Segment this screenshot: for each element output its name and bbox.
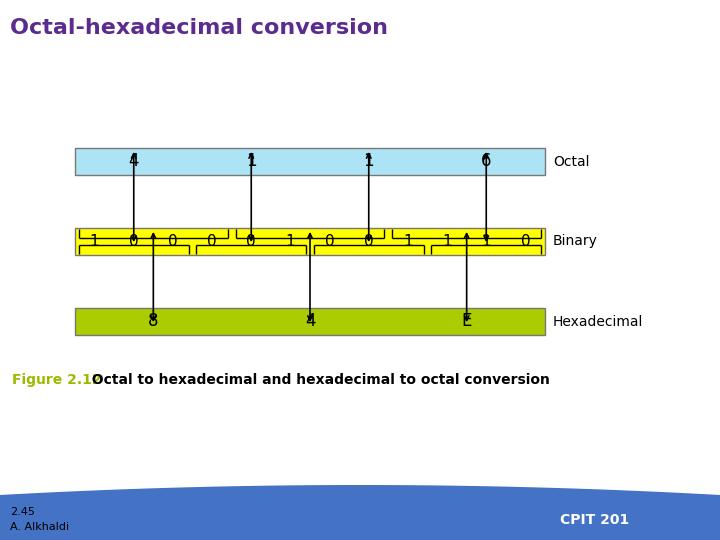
Text: 4: 4 — [305, 313, 315, 330]
Text: 0: 0 — [168, 234, 178, 249]
Text: 0: 0 — [129, 234, 138, 249]
Text: 8: 8 — [148, 313, 158, 330]
Text: 0: 0 — [364, 234, 374, 249]
Text: Figure 2.12: Figure 2.12 — [12, 373, 102, 387]
Text: 1: 1 — [482, 234, 491, 249]
Text: 1: 1 — [90, 234, 99, 249]
Text: Octal: Octal — [553, 154, 590, 168]
Bar — [0, 500, 720, 540]
Text: 1: 1 — [286, 234, 295, 249]
Polygon shape — [0, 485, 720, 540]
Text: 1: 1 — [246, 152, 256, 171]
Text: CPIT 201: CPIT 201 — [560, 513, 629, 527]
Text: 0: 0 — [246, 234, 256, 249]
Text: 2.45: 2.45 — [10, 507, 35, 517]
Text: 1: 1 — [364, 152, 374, 171]
Text: 4: 4 — [128, 152, 139, 171]
Text: 0: 0 — [521, 234, 530, 249]
Text: E: E — [462, 313, 472, 330]
Text: 1: 1 — [403, 234, 413, 249]
Text: 0: 0 — [325, 234, 334, 249]
Bar — [75, 308, 545, 335]
Text: Octal-hexadecimal conversion: Octal-hexadecimal conversion — [10, 18, 388, 38]
Bar — [75, 228, 545, 255]
Text: Binary: Binary — [553, 234, 598, 248]
Text: A. Alkhaldi: A. Alkhaldi — [10, 522, 69, 532]
Text: Hexadecimal: Hexadecimal — [553, 314, 644, 328]
Text: 1: 1 — [442, 234, 452, 249]
Text: Octal to hexadecimal and hexadecimal to octal conversion: Octal to hexadecimal and hexadecimal to … — [82, 373, 550, 387]
Bar — [75, 148, 545, 175]
Text: 6: 6 — [481, 152, 492, 171]
Text: 0: 0 — [207, 234, 217, 249]
